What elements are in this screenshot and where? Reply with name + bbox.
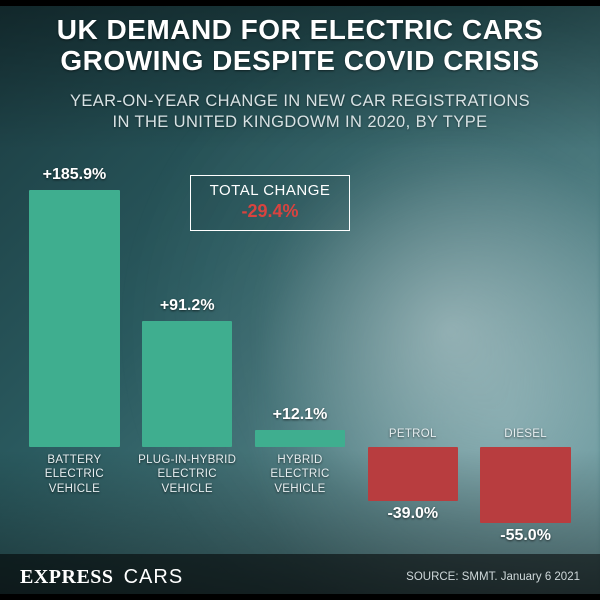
brand: EXPRESS CARS — [20, 566, 183, 589]
bar-category-label: HYBRIDELECTRICVEHICLE — [237, 453, 363, 496]
bar — [142, 321, 232, 447]
bar-group: +12.1%HYBRIDELECTRICVEHICLE — [244, 170, 357, 530]
bar-category-label: PLUG-IN-HYBRIDELECTRICVEHICLE — [124, 453, 250, 496]
bar — [29, 190, 119, 447]
bar — [368, 447, 458, 501]
bar-value-label: -39.0% — [356, 505, 469, 523]
bar-chart: +185.9%BATTERYELECTRICVEHICLE+91.2%PLUG-… — [18, 170, 582, 530]
bar — [480, 447, 570, 523]
subtitle-line-1: YEAR-ON-YEAR CHANGE IN NEW CAR REGISTRAT… — [70, 92, 530, 110]
bar — [255, 430, 345, 447]
bar-value-label: +185.9% — [18, 166, 131, 184]
title-line-1: UK DEMAND FOR ELECTRIC CARS — [57, 14, 543, 45]
bar-category-label: PETROL — [350, 427, 476, 441]
frame-top — [0, 0, 600, 6]
page-subtitle: YEAR-ON-YEAR CHANGE IN NEW CAR REGISTRAT… — [28, 91, 572, 133]
bar-value-label: -55.0% — [469, 527, 582, 545]
title-line-2: GROWING DESPITE COVID CRISIS — [60, 45, 539, 76]
bar-group: -55.0%DIESEL — [469, 170, 582, 530]
bar-group: -39.0%PETROL — [356, 170, 469, 530]
subtitle-line-2: IN THE UNITED KINGDOWM IN 2020, BY TYPE — [112, 113, 487, 131]
header: UK DEMAND FOR ELECTRIC CARS GROWING DESP… — [0, 14, 600, 133]
bar-value-label: +12.1% — [244, 406, 357, 424]
source-text: SOURCE: SMMT. January 6 2021 — [406, 571, 580, 583]
bar-category-label: BATTERYELECTRICVEHICLE — [11, 453, 137, 496]
brand-strong: EXPRESS — [20, 566, 114, 588]
page-title: UK DEMAND FOR ELECTRIC CARS GROWING DESP… — [28, 14, 572, 77]
frame-bottom — [0, 594, 600, 600]
bar-group: +91.2%PLUG-IN-HYBRIDELECTRICVEHICLE — [131, 170, 244, 530]
brand-light: CARS — [124, 566, 184, 588]
bar-group: +185.9%BATTERYELECTRICVEHICLE — [18, 170, 131, 530]
bar-category-label: DIESEL — [462, 427, 588, 441]
infographic-root: UK DEMAND FOR ELECTRIC CARS GROWING DESP… — [0, 0, 600, 600]
bar-value-label: +91.2% — [131, 297, 244, 315]
